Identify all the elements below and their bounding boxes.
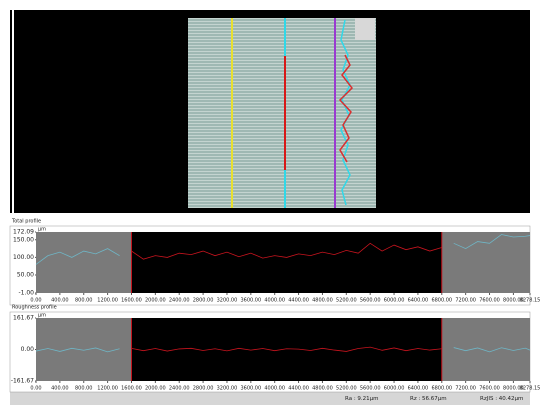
status-item: Rz : 56.67μm: [410, 396, 447, 402]
x-tick-label: 6400.00: [408, 386, 429, 392]
excluded-region: [36, 232, 132, 293]
y-tick-label: 161.67: [13, 315, 34, 322]
x-tick-label: 4400.00: [288, 386, 309, 392]
x-tick-label: 7200.00: [455, 386, 476, 392]
x-tick-label: 3600.00: [240, 386, 261, 392]
x-tick-label: 4800.00: [312, 386, 333, 392]
x-tick-label: 4800.00: [312, 298, 333, 304]
x-tick-label: 2000.00: [145, 298, 166, 304]
x-tick-label: 0.00: [30, 298, 41, 304]
excluded-region: [441, 318, 530, 381]
panel-title: Total profile: [11, 219, 41, 225]
y-tick-label: 50.00: [17, 272, 34, 279]
profile-line: [131, 346, 442, 352]
y-tick-label: 0.00: [21, 346, 35, 353]
profile-line: [453, 234, 531, 250]
x-tick-label: 7600.00: [479, 386, 500, 392]
x-tick-label: 2800.00: [193, 298, 214, 304]
x-tick-label: 1200.00: [97, 298, 118, 304]
y-tick-label: -161.67: [11, 378, 34, 385]
status-item: Ra : 9.21μm: [345, 396, 379, 402]
x-tick-label: 8000.00: [503, 298, 524, 304]
x-tick-label: 7600.00: [479, 298, 500, 304]
y-tick-label: 172.09: [13, 229, 34, 236]
x-tick-label: 4000.00: [264, 298, 285, 304]
x-tick-label: 6800.00: [431, 386, 452, 392]
surface-image: [188, 18, 376, 208]
image-label: [355, 18, 375, 40]
x-tick-label: 1200.00: [97, 386, 118, 392]
x-tick-label: 2400.00: [169, 298, 190, 304]
x-tick-label: 5600.00: [360, 386, 381, 392]
y-tick-label: -1.00: [18, 290, 34, 297]
x-tick-label: 800.00: [75, 386, 93, 392]
x-tick-label: 2000.00: [145, 386, 166, 392]
x-tick-label: 1600.00: [121, 386, 142, 392]
unit-label: μm: [38, 227, 46, 233]
x-tick-label: 6400.00: [408, 298, 429, 304]
edge-trace-red: [338, 54, 353, 163]
x-tick-label: 5200.00: [336, 298, 357, 304]
profile-line: [131, 242, 442, 260]
x-tick-label: 7200.00: [455, 298, 476, 304]
x-tick-label: 3200.00: [217, 386, 238, 392]
x-tick-label: 3200.00: [217, 298, 238, 304]
x-tick-label: 2400.00: [169, 386, 190, 392]
x-tick-label: 2800.00: [193, 386, 214, 392]
y-tick-label: 100.00: [13, 254, 34, 261]
y-tick-label: 150.00: [13, 236, 34, 243]
x-tick-label: 6000.00: [384, 298, 405, 304]
status-bar: [10, 392, 530, 405]
x-tick-label: 6800.00: [431, 298, 452, 304]
x-tick-label: 6000.00: [384, 386, 405, 392]
x-tick-label: 5200.00: [336, 386, 357, 392]
x-tick-label: 4400.00: [288, 298, 309, 304]
x-tick-label: 3600.00: [240, 298, 261, 304]
x-tick-label: 4000.00: [264, 386, 285, 392]
x-tick-label: 800.00: [75, 298, 93, 304]
unit-label: μm: [38, 313, 46, 319]
x-tick-label: 8278.15: [520, 298, 541, 304]
x-tick-label: 8278.15: [520, 386, 541, 392]
x-tick-label: 0.00: [30, 386, 41, 392]
x-tick-label: 400.00: [51, 386, 69, 392]
x-tick-label: 400.00: [51, 298, 69, 304]
excluded-region: [441, 232, 530, 293]
x-tick-label: 1600.00: [121, 298, 142, 304]
status-item: RzJIS : 40.42μm: [480, 396, 523, 402]
profile-line: [35, 248, 120, 265]
panel-title: Roughness profile: [12, 305, 57, 311]
profile-line: [35, 347, 120, 353]
profile-line: [453, 347, 531, 353]
x-tick-label: 8000.00: [503, 386, 524, 392]
x-tick-label: 5600.00: [360, 298, 381, 304]
